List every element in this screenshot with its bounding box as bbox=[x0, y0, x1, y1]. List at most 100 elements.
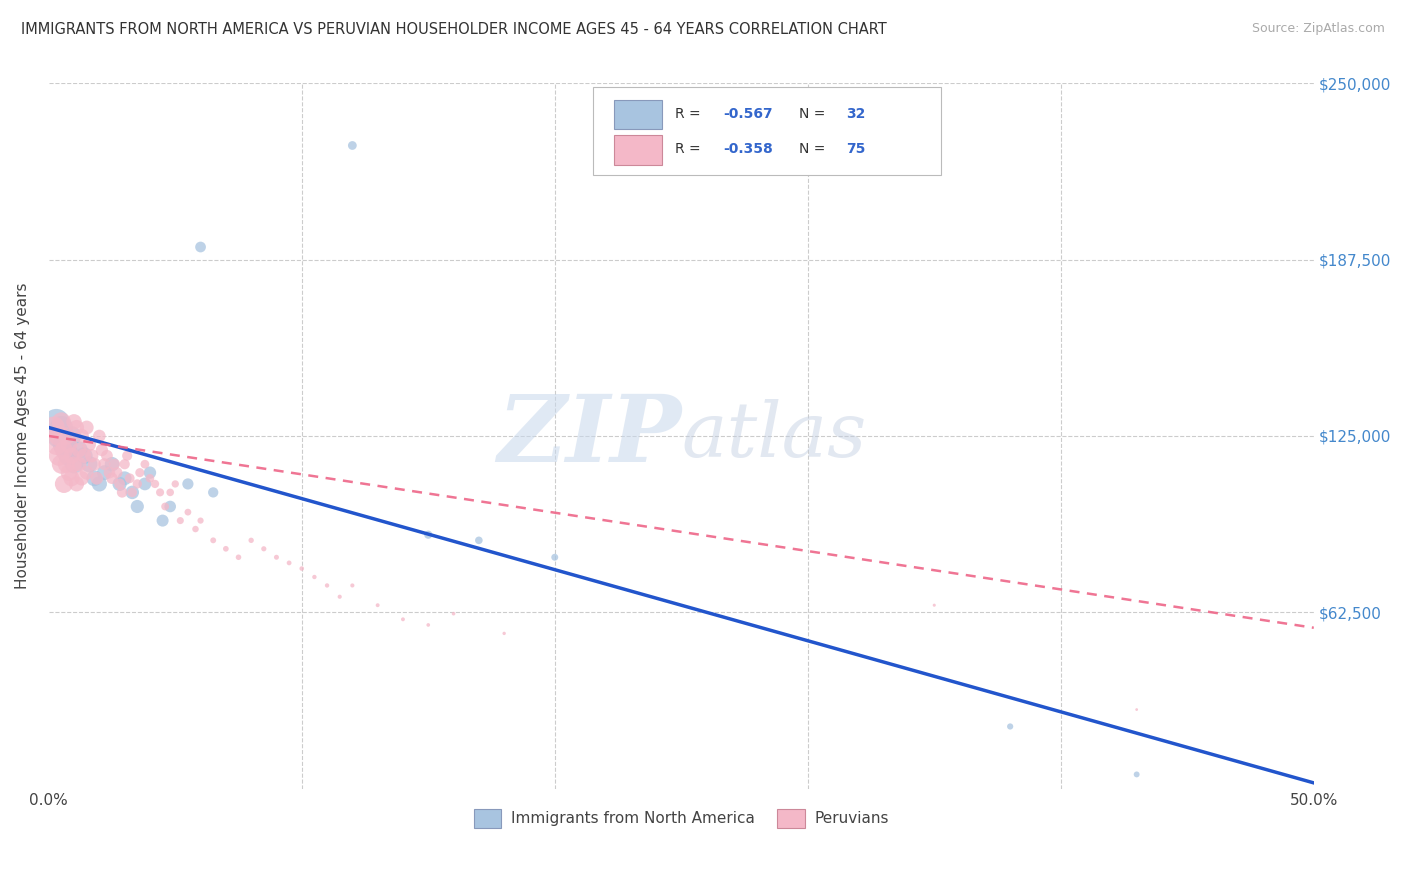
Text: R =: R = bbox=[675, 107, 704, 120]
Text: ZIP: ZIP bbox=[496, 391, 682, 481]
Point bbox=[108, 477, 131, 491]
Point bbox=[42, 420, 65, 434]
Point bbox=[153, 500, 176, 514]
Point bbox=[128, 466, 150, 480]
Point bbox=[291, 561, 314, 575]
Point bbox=[118, 471, 141, 485]
Point bbox=[159, 485, 181, 500]
Point bbox=[89, 477, 111, 491]
Point bbox=[139, 466, 162, 480]
Point bbox=[83, 457, 105, 471]
Point bbox=[86, 471, 108, 485]
Point bbox=[139, 471, 162, 485]
Point bbox=[65, 477, 87, 491]
Point bbox=[367, 598, 389, 612]
Point bbox=[77, 457, 100, 471]
Point bbox=[51, 420, 73, 434]
Point bbox=[342, 578, 364, 592]
FancyBboxPatch shape bbox=[593, 87, 941, 175]
Point bbox=[51, 415, 73, 429]
Text: 75: 75 bbox=[845, 142, 865, 156]
Point bbox=[83, 471, 105, 485]
Point bbox=[1125, 702, 1147, 716]
Point bbox=[143, 477, 166, 491]
Point bbox=[101, 457, 124, 471]
Point bbox=[52, 437, 75, 451]
Point bbox=[58, 437, 80, 451]
Point bbox=[89, 429, 111, 443]
Point bbox=[202, 533, 225, 548]
Point bbox=[65, 420, 87, 434]
Point bbox=[1125, 767, 1147, 781]
Text: N =: N = bbox=[799, 142, 830, 156]
Point bbox=[202, 485, 225, 500]
Point bbox=[67, 457, 90, 471]
Point bbox=[76, 466, 98, 480]
Point bbox=[93, 466, 115, 480]
Text: IMMIGRANTS FROM NORTH AMERICA VS PERUVIAN HOUSEHOLDER INCOME AGES 45 - 64 YEARS : IMMIGRANTS FROM NORTH AMERICA VS PERUVIA… bbox=[21, 22, 887, 37]
Point bbox=[77, 437, 100, 451]
Point bbox=[184, 522, 207, 536]
Point bbox=[152, 514, 174, 528]
Point bbox=[55, 457, 77, 471]
Text: -0.358: -0.358 bbox=[723, 142, 773, 156]
Point bbox=[73, 449, 96, 463]
Point bbox=[60, 471, 83, 485]
Point bbox=[96, 449, 118, 463]
Text: R =: R = bbox=[675, 142, 704, 156]
Point bbox=[67, 443, 90, 458]
Text: N =: N = bbox=[799, 107, 830, 120]
Point bbox=[60, 449, 83, 463]
Point bbox=[922, 598, 945, 612]
Point bbox=[103, 457, 125, 471]
Point bbox=[48, 429, 70, 443]
Point bbox=[48, 449, 70, 463]
Point bbox=[127, 500, 149, 514]
Y-axis label: Householder Income Ages 45 - 64 years: Householder Income Ages 45 - 64 years bbox=[15, 283, 30, 590]
Point bbox=[63, 457, 86, 471]
Point bbox=[190, 240, 212, 254]
Point bbox=[51, 457, 73, 471]
Point bbox=[127, 477, 149, 491]
Point bbox=[60, 429, 83, 443]
Point bbox=[93, 457, 115, 471]
Point bbox=[329, 590, 352, 604]
Point bbox=[52, 477, 75, 491]
Point bbox=[418, 618, 440, 632]
Point bbox=[114, 471, 136, 485]
Point bbox=[70, 429, 93, 443]
Point bbox=[115, 449, 138, 463]
Point bbox=[544, 550, 567, 565]
Point bbox=[418, 527, 440, 541]
Point bbox=[998, 719, 1021, 733]
Point bbox=[45, 415, 67, 429]
Point bbox=[165, 477, 187, 491]
Point bbox=[114, 457, 136, 471]
Point bbox=[134, 477, 156, 491]
Text: Source: ZipAtlas.com: Source: ZipAtlas.com bbox=[1251, 22, 1385, 36]
Point bbox=[159, 500, 181, 514]
Text: -0.567: -0.567 bbox=[723, 107, 773, 120]
Point bbox=[55, 429, 77, 443]
Point bbox=[111, 485, 134, 500]
Point bbox=[105, 466, 128, 480]
Point bbox=[121, 485, 143, 500]
Point bbox=[215, 541, 238, 556]
Point bbox=[63, 457, 86, 471]
Point bbox=[304, 570, 326, 584]
Point bbox=[253, 541, 276, 556]
Point bbox=[55, 443, 77, 458]
Point bbox=[80, 449, 103, 463]
Point bbox=[190, 514, 212, 528]
Point bbox=[177, 505, 200, 519]
Point bbox=[63, 415, 86, 429]
Point bbox=[177, 477, 200, 491]
Point bbox=[58, 466, 80, 480]
Point bbox=[228, 550, 250, 565]
Point bbox=[121, 485, 143, 500]
Point bbox=[266, 550, 288, 565]
Legend: Immigrants from North America, Peruvians: Immigrants from North America, Peruvians bbox=[468, 803, 894, 834]
Point bbox=[316, 578, 339, 592]
Point bbox=[240, 533, 263, 548]
Point bbox=[108, 477, 131, 491]
